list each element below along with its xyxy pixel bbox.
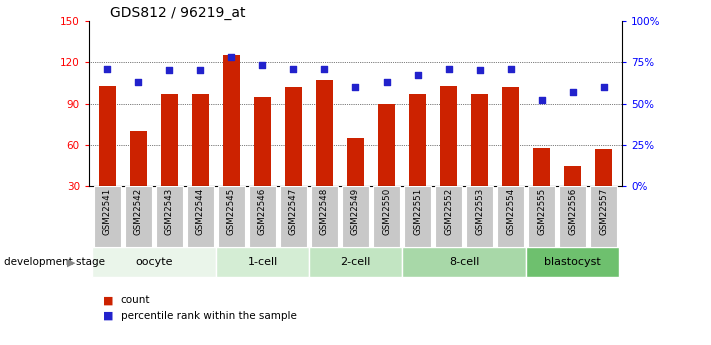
Bar	[280, 186, 307, 247]
Bar	[373, 186, 400, 247]
Bar	[161, 94, 178, 186]
Bar	[187, 186, 214, 247]
Bar	[309, 247, 402, 277]
Bar	[402, 247, 526, 277]
Point	[133, 79, 144, 85]
Point	[536, 97, 547, 103]
Text: GSM22552: GSM22552	[444, 188, 453, 235]
Point	[195, 68, 206, 73]
Bar	[497, 186, 524, 247]
Text: development stage: development stage	[4, 257, 105, 267]
Text: ■: ■	[103, 311, 114, 321]
Point	[102, 66, 113, 71]
Bar	[92, 247, 216, 277]
Bar	[130, 131, 147, 186]
Point	[257, 63, 268, 68]
Text: GSM22547: GSM22547	[289, 188, 298, 235]
Bar	[347, 138, 364, 186]
Point	[164, 68, 175, 73]
Text: GSM22546: GSM22546	[258, 188, 267, 235]
Point	[474, 68, 485, 73]
Point	[381, 79, 392, 85]
Text: blastocyst: blastocyst	[544, 257, 601, 267]
Text: GSM22554: GSM22554	[506, 188, 515, 235]
Text: GSM22545: GSM22545	[227, 188, 236, 235]
Bar	[378, 104, 395, 186]
Text: percentile rank within the sample: percentile rank within the sample	[121, 311, 296, 321]
Bar	[440, 86, 457, 186]
Bar	[311, 186, 338, 247]
Text: GSM22553: GSM22553	[475, 188, 484, 235]
Bar	[595, 149, 612, 186]
Point	[567, 89, 578, 95]
Text: 1-cell: 1-cell	[247, 257, 277, 267]
Text: GSM22555: GSM22555	[537, 188, 546, 235]
Bar	[156, 186, 183, 247]
Bar	[218, 186, 245, 247]
Point	[288, 66, 299, 71]
Text: GDS812 / 96219_at: GDS812 / 96219_at	[110, 6, 246, 20]
Text: GSM22556: GSM22556	[568, 188, 577, 235]
Bar	[125, 186, 152, 247]
Text: GSM22541: GSM22541	[103, 188, 112, 235]
Bar	[404, 186, 431, 247]
Point	[226, 55, 237, 60]
Bar	[99, 86, 116, 186]
Text: 2-cell: 2-cell	[341, 257, 370, 267]
Bar	[526, 247, 619, 277]
Bar	[192, 94, 209, 186]
Text: count: count	[121, 295, 150, 305]
Text: GSM22544: GSM22544	[196, 188, 205, 235]
Bar	[316, 80, 333, 186]
Point	[505, 66, 516, 71]
Bar	[590, 186, 617, 247]
Point	[412, 72, 423, 78]
Bar	[564, 166, 581, 186]
Bar	[471, 94, 488, 186]
Bar	[223, 55, 240, 186]
Text: 8-cell: 8-cell	[449, 257, 479, 267]
Bar	[254, 97, 271, 186]
Bar	[466, 186, 493, 247]
Bar	[342, 186, 369, 247]
Text: ■: ■	[103, 295, 114, 305]
Bar	[285, 87, 302, 186]
Text: ▶: ▶	[67, 257, 75, 267]
Text: GSM22542: GSM22542	[134, 188, 143, 235]
Bar	[94, 186, 121, 247]
Point	[319, 66, 330, 71]
Bar	[216, 247, 309, 277]
Bar	[502, 87, 519, 186]
Bar	[559, 186, 586, 247]
Bar	[249, 186, 276, 247]
Bar	[409, 94, 426, 186]
Text: GSM22543: GSM22543	[165, 188, 174, 235]
Text: GSM22549: GSM22549	[351, 188, 360, 235]
Bar	[435, 186, 462, 247]
Text: oocyte: oocyte	[135, 257, 173, 267]
Bar	[533, 148, 550, 186]
Text: GSM22557: GSM22557	[599, 188, 608, 235]
Text: GSM22548: GSM22548	[320, 188, 329, 235]
Point	[598, 84, 609, 90]
Bar	[528, 186, 555, 247]
Text: GSM22551: GSM22551	[413, 188, 422, 235]
Point	[443, 66, 454, 71]
Text: GSM22550: GSM22550	[382, 188, 391, 235]
Point	[350, 84, 361, 90]
